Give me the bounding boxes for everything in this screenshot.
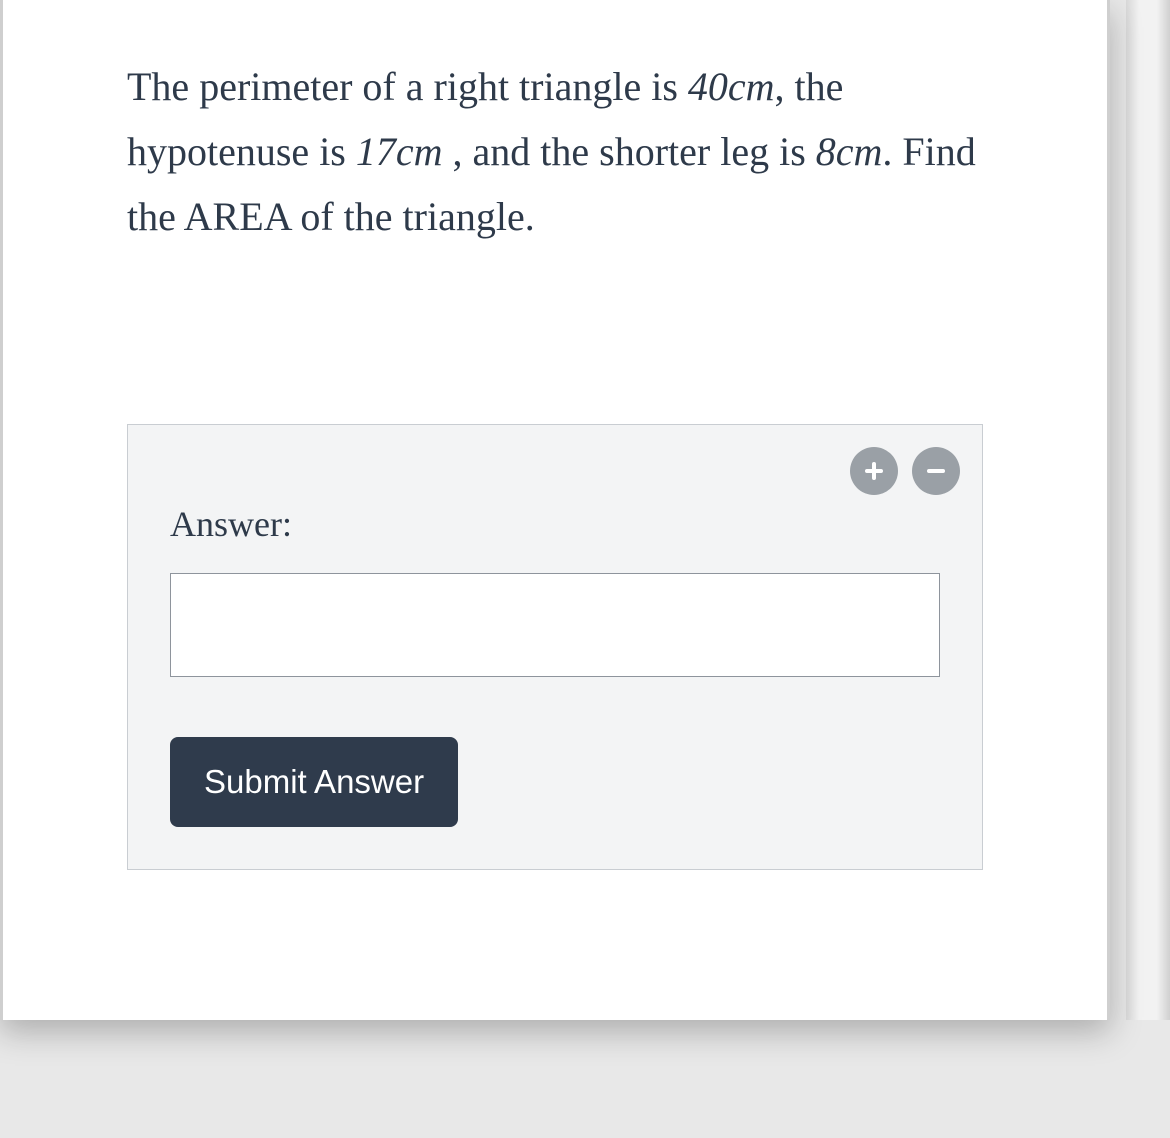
answer-input[interactable] (170, 573, 940, 677)
question-part: , and the shorter leg is (443, 129, 816, 174)
question-value-2: 17cm (356, 129, 443, 174)
answer-panel: Answer: Submit Answer (127, 424, 983, 870)
zoom-out-button[interactable] (912, 447, 960, 495)
question-value-3: 8cm (816, 129, 883, 174)
page-card: The perimeter of a right triangle is 40c… (0, 0, 1110, 1020)
plus-icon (862, 459, 886, 483)
content-area: The perimeter of a right triangle is 40c… (47, 0, 1063, 1020)
zoom-controls (850, 447, 960, 495)
zoom-in-button[interactable] (850, 447, 898, 495)
page-edge (1126, 0, 1170, 1020)
minus-icon (924, 459, 948, 483)
question-text: The perimeter of a right triangle is 40c… (127, 55, 983, 249)
answer-label: Answer: (170, 503, 940, 545)
question-part: The perimeter of a right triangle is (127, 64, 688, 109)
submit-answer-button[interactable]: Submit Answer (170, 737, 458, 827)
question-value-1: 40cm (688, 64, 775, 109)
